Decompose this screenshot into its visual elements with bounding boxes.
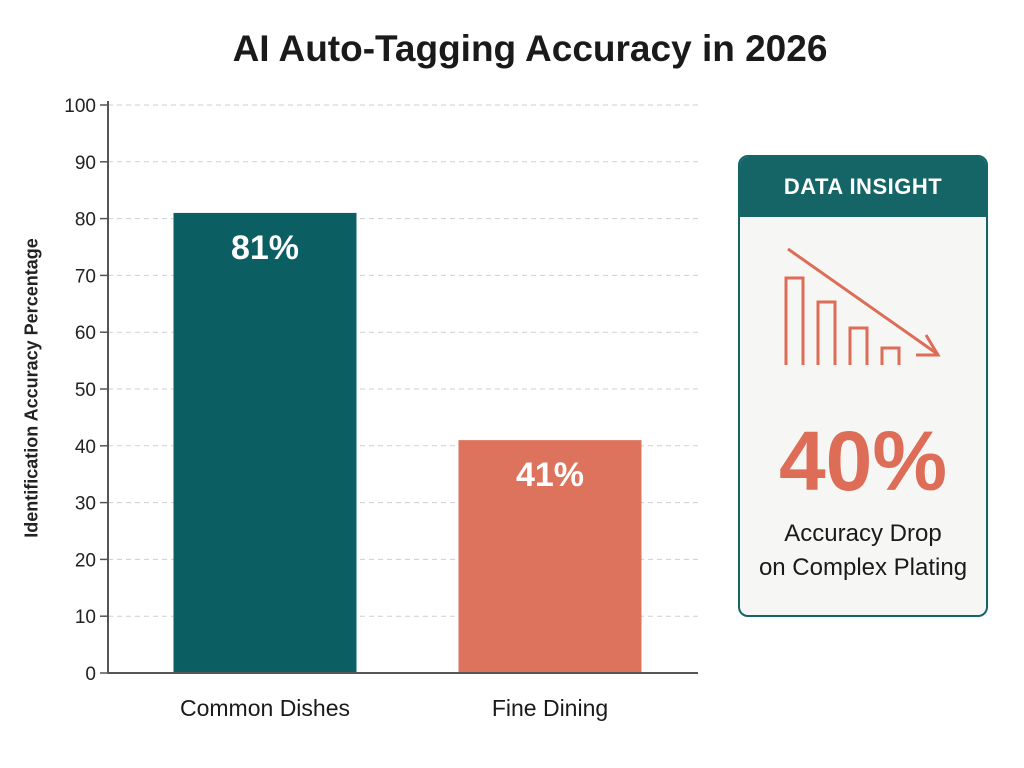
x-category-label: Fine Dining: [492, 695, 608, 721]
chart-title: AI Auto-Tagging Accuracy in 2026: [232, 28, 828, 69]
bar-data-label: 41%: [516, 456, 584, 494]
data-insight-card: DATA INSIGHT 40% Accuracy Drop on Comple…: [738, 155, 988, 617]
y-tick-label: 10: [75, 607, 96, 628]
bar-chart: 0 10 20 30 40 50 60 70 80 90 100 81% Common Dishes 41…: [64, 96, 698, 721]
insight-caption-line-2: on Complex Plating: [758, 554, 968, 581]
insight-caption-line-1: Accuracy Drop: [784, 520, 942, 547]
y-tick-label: 80: [75, 210, 96, 231]
bar-data-label: 81%: [231, 229, 299, 267]
y-tick-label: 90: [75, 153, 96, 174]
y-tick-label: 60: [75, 323, 96, 344]
declining-bars-icon: [784, 247, 941, 365]
y-tick-label: 0: [85, 664, 96, 685]
insight-header: DATA INSIGHT: [740, 157, 986, 217]
insight-value: 40%: [778, 414, 948, 508]
insight-caption: Accuracy Drop on Complex Plating: [740, 517, 986, 585]
y-tick-label: 70: [75, 266, 96, 287]
y-tick-label: 30: [75, 494, 96, 515]
bar-common-dishes: [173, 212, 357, 674]
y-tick-label: 20: [75, 550, 96, 571]
bar-fine-dining: [458, 440, 642, 673]
y-tick-label: 100: [64, 96, 96, 117]
y-tick-label: 40: [75, 437, 96, 458]
x-category-label: Common Dishes: [180, 695, 350, 721]
y-tick-label: 50: [75, 380, 96, 401]
